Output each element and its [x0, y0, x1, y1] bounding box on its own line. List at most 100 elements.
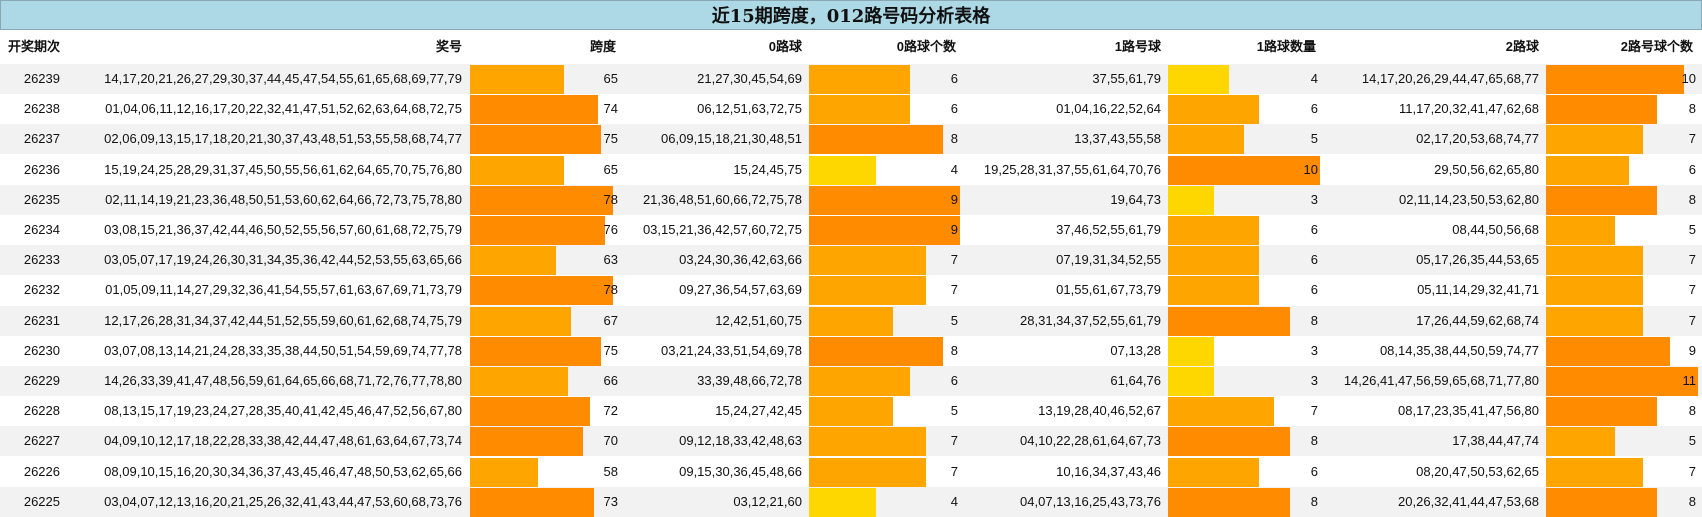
- route0-count-value: 5: [950, 312, 958, 328]
- span-value: 75: [603, 342, 618, 358]
- span-bar: [470, 246, 557, 276]
- span-bar: [470, 155, 564, 185]
- route2-count-value: 9: [1688, 342, 1696, 358]
- span-value: 76: [603, 222, 618, 237]
- route1-balls-cell: 37,46,52,55,61,79: [1056, 222, 1161, 237]
- route2-balls-cell: 05,11,14,29,32,41,71: [1417, 282, 1539, 298]
- route2-balls-cell: 17,38,44,47,74: [1452, 433, 1539, 449]
- route2-balls-cell: 08,20,47,50,53,62,65: [1416, 463, 1539, 479]
- route1-balls-cell: 61,64,76: [1110, 373, 1161, 388]
- route1-count-bar: [1168, 155, 1320, 185]
- route2-count-value: 7: [1688, 463, 1696, 479]
- route1-balls-cell: 37,55,61,79: [1092, 71, 1161, 86]
- route1-count-bar: [1168, 306, 1290, 336]
- table-row: 26239 14,17,20,21,26,27,29,30,37,44,45,47…: [0, 64, 1702, 94]
- route2-count-bar: [1546, 367, 1698, 396]
- route1-count-value: 3: [1310, 191, 1318, 207]
- span-value: 74: [603, 101, 618, 117]
- route1-balls-cell: 19,25,28,31,37,55,61,64,70,76: [983, 161, 1161, 177]
- route2-count-value: 11: [1682, 373, 1697, 388]
- route1-count-bar: [1168, 216, 1260, 245]
- header-numbers: 奖号: [435, 39, 462, 54]
- route1-balls-cell: 01,04,16,22,52,64: [1056, 101, 1161, 117]
- route0-count-value: 7: [950, 433, 958, 449]
- route2-count-value: 7: [1688, 252, 1696, 268]
- route0-count-bar: [809, 367, 910, 396]
- draw-number-cell: 26237: [23, 131, 60, 147]
- route2-count-bar: [1546, 125, 1643, 155]
- table-row: 26229 14,26,33,39,41,47,48,56,59,61,64,65…: [0, 366, 1702, 396]
- table-row: 26233 03,05,07,17,19,24,26,30,31,34,35,36…: [0, 245, 1702, 276]
- route2-balls-cell: 14,26,41,47,56,59,65,68,71,77,80: [1343, 373, 1539, 388]
- route1-balls-cell: 10,16,34,37,43,46: [1056, 463, 1161, 479]
- route1-balls-cell: 07,13,28: [1110, 342, 1161, 358]
- span-value: 65: [603, 71, 618, 86]
- winning-numbers-cell: 03,05,07,17,19,24,26,30,31,34,35,36,42,4…: [104, 252, 462, 268]
- route2-balls-cell: 20,26,32,41,44,47,53,68: [1398, 493, 1539, 509]
- route1-count-value: 8: [1310, 493, 1318, 509]
- route2-count-value: 7: [1688, 131, 1696, 147]
- table-row: 26235 02,11,14,19,21,23,36,48,50,51,53,60…: [0, 184, 1702, 215]
- route0-count-value: 4: [950, 161, 958, 177]
- draw-number-cell: 26226: [23, 463, 60, 479]
- span-value: 78: [603, 191, 618, 207]
- route1-count-bar: [1168, 65, 1229, 94]
- header-span: 跨度: [589, 39, 616, 54]
- route1-count-value: 6: [1310, 101, 1318, 117]
- route0-count-bar: [809, 65, 910, 94]
- route1-count-value: 5: [1310, 131, 1318, 147]
- draw-number-cell: 26236: [23, 161, 60, 177]
- table-header-row: 开奖期次 奖号 跨度 0路球 0路球个数 1路号球 1路球数量 2路球 2路号球个数: [0, 30, 1702, 64]
- route0-balls-cell: 09,12,18,33,42,48,63: [679, 433, 802, 449]
- route2-count-bar: [1546, 457, 1643, 487]
- winning-numbers-cell: 02,06,09,13,15,17,18,20,21,30,37,43,48,5…: [104, 131, 462, 147]
- route2-balls-cell: 11,17,20,32,41,47,62,68: [1399, 101, 1539, 117]
- route0-count-bar: [809, 487, 877, 517]
- route0-count-bar: [809, 95, 910, 125]
- route0-count-bar: [809, 457, 927, 487]
- route0-count-bar: [809, 216, 960, 245]
- table-row: 26237 02,06,09,13,15,17,18,20,21,30,37,43…: [0, 124, 1702, 155]
- route0-balls-cell: 21,27,30,45,54,69: [697, 71, 802, 86]
- route0-balls-cell: 21,36,48,51,60,66,72,75,78: [642, 191, 802, 207]
- draw-number-cell: 26234: [23, 222, 60, 237]
- route0-count-bar: [809, 306, 893, 336]
- route2-count-value: 5: [1688, 433, 1696, 449]
- route2-count-value: 7: [1688, 312, 1696, 328]
- span-bar: [470, 487, 594, 517]
- span-bar: [470, 306, 572, 336]
- span-bar: [470, 397, 590, 427]
- span-value: 70: [603, 433, 618, 449]
- route0-count-bar: [809, 246, 927, 276]
- route2-count-bar: [1546, 65, 1685, 94]
- draw-number-cell: 26229: [23, 373, 60, 388]
- route0-count-value: 5: [950, 403, 958, 419]
- route2-balls-cell: 08,17,23,35,41,47,56,80: [1398, 403, 1539, 419]
- table-row: 26231 12,17,26,28,31,34,37,42,44,51,52,55…: [0, 305, 1702, 336]
- table-title: 近15期跨度，012路号码分析表格: [0, 0, 1702, 30]
- route0-count-value: 6: [950, 71, 958, 86]
- winning-numbers-cell: 08,13,15,17,19,23,24,27,28,35,40,41,42,4…: [104, 403, 462, 419]
- route2-balls-cell: 14,17,20,26,29,44,47,65,68,77: [1361, 71, 1539, 86]
- route0-count-bar: [809, 125, 944, 155]
- route2-count-bar: [1546, 246, 1643, 276]
- span-value: 67: [603, 312, 618, 328]
- route1-count-bar: [1168, 367, 1214, 396]
- route1-count-value: 6: [1310, 463, 1318, 479]
- route1-count-value: 7: [1310, 403, 1318, 419]
- route0-balls-cell: 03,15,21,36,42,57,60,72,75: [642, 222, 802, 237]
- header-route1-count: 1路球数量: [1256, 39, 1316, 54]
- route0-count-bar: [809, 276, 927, 306]
- draw-number-cell: 26225: [23, 493, 60, 509]
- winning-numbers-cell: 12,17,26,28,31,34,37,42,44,51,52,55,59,6…: [104, 312, 462, 328]
- span-value: 65: [603, 161, 618, 177]
- route2-count-bar: [1546, 487, 1657, 517]
- span-bar: [470, 95, 598, 125]
- route0-balls-cell: 09,27,36,54,57,63,69: [679, 282, 802, 298]
- table-row: 26225 03,04,07,12,13,16,20,21,25,26,32,41…: [0, 486, 1702, 517]
- route2-count-value: 8: [1688, 493, 1696, 509]
- route1-balls-cell: 19,64,73: [1110, 191, 1161, 207]
- route1-count-bar: [1168, 487, 1290, 517]
- route0-count-bar: [809, 155, 877, 185]
- route1-balls-cell: 04,07,13,16,25,43,73,76: [1020, 493, 1161, 509]
